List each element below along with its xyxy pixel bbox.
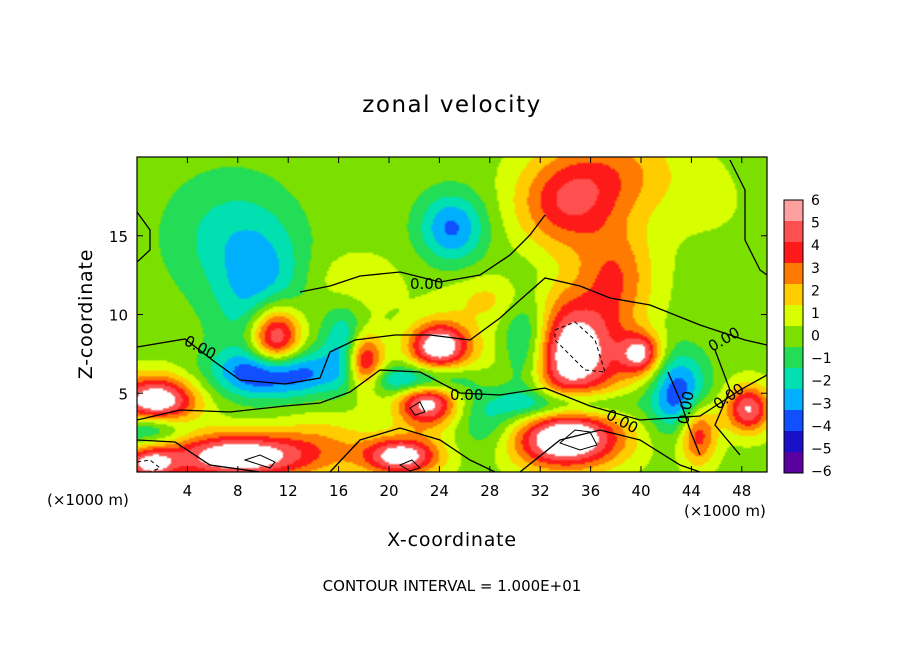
colorbar-tick-label: −1 <box>811 351 832 367</box>
colorbar-swatch <box>784 263 803 285</box>
colorbar-swatch <box>784 200 803 222</box>
contour-zero-line <box>299 214 546 293</box>
colorbar-swatch <box>784 431 803 453</box>
colorbar-tick-label: 5 <box>811 216 820 232</box>
colorbar-tick-label: −6 <box>811 464 832 480</box>
x-tick-label: 12 <box>279 482 298 500</box>
contour-interval-footer: CONTOUR INTERVAL = 1.000E+01 <box>323 577 582 595</box>
x-tick-label: 44 <box>682 482 701 500</box>
colorbar-swatch <box>784 452 803 474</box>
x-unit-label: (×1000 m) <box>47 491 129 509</box>
contour-label: 0.00 <box>674 390 698 426</box>
x-axis: 4 8 12 16 20 24 28 32 36 40 44 48 <box>183 157 751 500</box>
colorbar-swatch <box>784 305 803 327</box>
contour-positive-line <box>409 401 426 416</box>
x-tick-label: 40 <box>631 482 650 500</box>
x-tick-label: 4 <box>183 482 193 500</box>
contour-zero-line <box>137 277 767 385</box>
colorbar-tick-label: 3 <box>811 261 820 277</box>
x-tick-label: 16 <box>329 482 348 500</box>
chart-title: zonal velocity <box>362 92 541 118</box>
x-tick-label: 20 <box>379 482 398 500</box>
colorbar-swatch <box>784 221 803 243</box>
colorbar-tick-label: 4 <box>811 238 820 254</box>
plot-area <box>137 157 767 472</box>
y-tick-label: 5 <box>118 385 128 403</box>
x-tick-label: 36 <box>581 482 600 500</box>
y-tick-label: 10 <box>109 307 128 325</box>
y-tick-label: 15 <box>109 228 128 246</box>
colorbar-tick-label: −3 <box>811 396 832 412</box>
contour-zero-line <box>667 349 741 456</box>
colorbar-tick-label: −5 <box>811 441 832 457</box>
colorbar-tick-label: −4 <box>811 419 832 435</box>
contour-label: 0.00 <box>410 275 443 293</box>
contour-positive-line <box>398 459 421 472</box>
contour-label: 0.00 <box>450 386 483 404</box>
contour-zero-line <box>137 369 767 421</box>
x-unit-label-right: (×1000 m) <box>684 502 766 520</box>
colorbar-tick-label: 6 <box>811 193 820 209</box>
colorbar-swatch <box>784 347 803 369</box>
colorbar-tick-label: −2 <box>811 374 832 390</box>
contour-negative-line <box>554 321 606 373</box>
colorbar-swatch <box>784 242 803 264</box>
x-tick-label: 48 <box>732 482 751 500</box>
colorbar-tick-label: 2 <box>811 283 820 299</box>
contour-zero-line <box>137 427 701 472</box>
contour-positive-line <box>243 454 276 469</box>
colorbar-tick-label: 0 <box>811 329 820 345</box>
colorbar: 6 5 4 3 2 1 0 −1 −2 −3 −4 −5 −6 <box>783 193 832 480</box>
contour-zero-line <box>729 159 767 276</box>
colorbar-swatch <box>784 410 803 432</box>
contour-positive-line <box>559 429 598 451</box>
x-tick-label: 8 <box>233 482 243 500</box>
heatmap-field <box>137 157 767 472</box>
colorbar-swatch <box>784 368 803 390</box>
x-tick-label: 32 <box>531 482 550 500</box>
colorbar-swatch <box>784 389 803 411</box>
y-axis-label: Z-coordinate <box>75 249 97 379</box>
x-axis-label: X-coordinate <box>387 529 517 551</box>
colorbar-swatch <box>784 284 803 306</box>
contour-zero-line <box>137 211 151 263</box>
x-tick-label: 24 <box>430 482 449 500</box>
colorbar-swatch <box>784 326 803 348</box>
y-axis: 5 10 15 <box>109 228 767 403</box>
colorbar-frame <box>783 199 804 474</box>
contour-negative-line <box>137 459 161 472</box>
colorbar-tick-label: 1 <box>811 306 820 322</box>
x-tick-label: 28 <box>480 482 499 500</box>
